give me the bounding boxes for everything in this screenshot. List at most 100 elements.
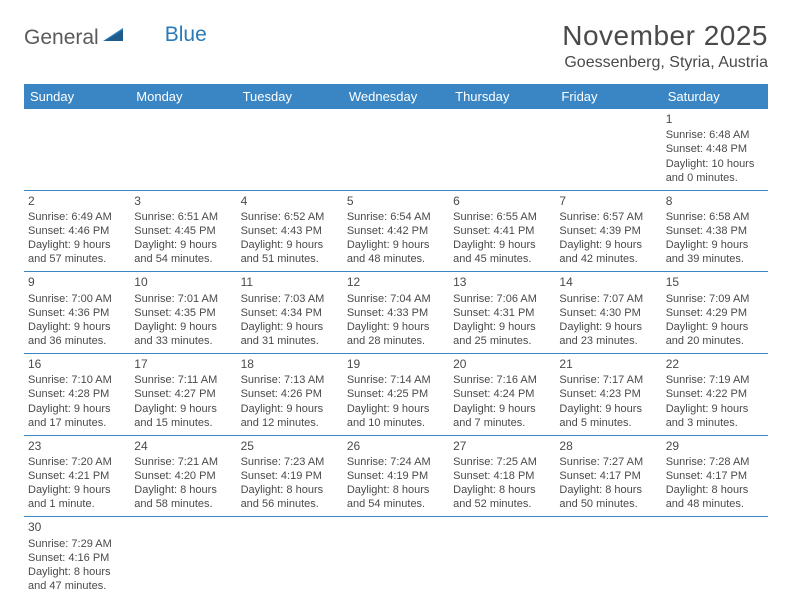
sunrise-text: Sunrise: 6:52 AM: [241, 210, 339, 224]
day-number: 26: [347, 439, 445, 454]
sunset-text: Sunset: 4:21 PM: [28, 469, 126, 483]
daylight-text: Daylight: 9 hours and 1 minute.: [28, 483, 126, 511]
calendar-cell: [343, 517, 449, 598]
sunrise-text: Sunrise: 7:27 AM: [559, 455, 657, 469]
daylight-text: Daylight: 10 hours and 0 minutes.: [666, 157, 764, 185]
daylight-text: Daylight: 9 hours and 5 minutes.: [559, 402, 657, 430]
sunset-text: Sunset: 4:39 PM: [559, 224, 657, 238]
calendar-cell: 27Sunrise: 7:25 AMSunset: 4:18 PMDayligh…: [449, 435, 555, 517]
daylight-text: Daylight: 9 hours and 54 minutes.: [134, 238, 232, 266]
calendar-cell: 19Sunrise: 7:14 AMSunset: 4:25 PMDayligh…: [343, 354, 449, 436]
sunset-text: Sunset: 4:38 PM: [666, 224, 764, 238]
sunrise-text: Sunrise: 7:29 AM: [28, 537, 126, 551]
title-block: November 2025 Goessenberg, Styria, Austr…: [562, 20, 768, 72]
calendar-cell: 2Sunrise: 6:49 AMSunset: 4:46 PMDaylight…: [24, 190, 130, 272]
calendar-table: SundayMondayTuesdayWednesdayThursdayFrid…: [24, 84, 768, 598]
daylight-text: Daylight: 9 hours and 39 minutes.: [666, 238, 764, 266]
daylight-text: Daylight: 9 hours and 23 minutes.: [559, 320, 657, 348]
calendar-cell: 15Sunrise: 7:09 AMSunset: 4:29 PMDayligh…: [662, 272, 768, 354]
day-number: 27: [453, 439, 551, 454]
day-number: 2: [28, 194, 126, 209]
calendar-cell: 13Sunrise: 7:06 AMSunset: 4:31 PMDayligh…: [449, 272, 555, 354]
sunrise-text: Sunrise: 7:24 AM: [347, 455, 445, 469]
sunset-text: Sunset: 4:42 PM: [347, 224, 445, 238]
calendar-cell: 5Sunrise: 6:54 AMSunset: 4:42 PMDaylight…: [343, 190, 449, 272]
calendar-cell: [130, 109, 236, 190]
sunrise-text: Sunrise: 7:06 AM: [453, 292, 551, 306]
day-number: 3: [134, 194, 232, 209]
day-number: 17: [134, 357, 232, 372]
daylight-text: Daylight: 9 hours and 33 minutes.: [134, 320, 232, 348]
daylight-text: Daylight: 9 hours and 15 minutes.: [134, 402, 232, 430]
sunrise-text: Sunrise: 6:51 AM: [134, 210, 232, 224]
sunset-text: Sunset: 4:33 PM: [347, 306, 445, 320]
sunrise-text: Sunrise: 7:28 AM: [666, 455, 764, 469]
sunrise-text: Sunrise: 6:49 AM: [28, 210, 126, 224]
day-number: 20: [453, 357, 551, 372]
calendar-cell: 22Sunrise: 7:19 AMSunset: 4:22 PMDayligh…: [662, 354, 768, 436]
calendar-cell: 8Sunrise: 6:58 AMSunset: 4:38 PMDaylight…: [662, 190, 768, 272]
day-number: 19: [347, 357, 445, 372]
sunrise-text: Sunrise: 6:57 AM: [559, 210, 657, 224]
sunset-text: Sunset: 4:34 PM: [241, 306, 339, 320]
calendar-row: 30Sunrise: 7:29 AMSunset: 4:16 PMDayligh…: [24, 517, 768, 598]
sunrise-text: Sunrise: 7:01 AM: [134, 292, 232, 306]
calendar-cell: [130, 517, 236, 598]
sunset-text: Sunset: 4:31 PM: [453, 306, 551, 320]
triangle-icon: [103, 26, 125, 47]
day-header: Thursday: [449, 84, 555, 109]
day-number: 14: [559, 275, 657, 290]
calendar-row: 23Sunrise: 7:20 AMSunset: 4:21 PMDayligh…: [24, 435, 768, 517]
sunrise-text: Sunrise: 7:16 AM: [453, 373, 551, 387]
calendar-cell: [662, 517, 768, 598]
day-number: 23: [28, 439, 126, 454]
day-number: 24: [134, 439, 232, 454]
sunset-text: Sunset: 4:30 PM: [559, 306, 657, 320]
sunset-text: Sunset: 4:17 PM: [559, 469, 657, 483]
day-number: 5: [347, 194, 445, 209]
day-number: 15: [666, 275, 764, 290]
calendar-row: 2Sunrise: 6:49 AMSunset: 4:46 PMDaylight…: [24, 190, 768, 272]
sunrise-text: Sunrise: 7:23 AM: [241, 455, 339, 469]
daylight-text: Daylight: 8 hours and 58 minutes.: [134, 483, 232, 511]
sunrise-text: Sunrise: 7:19 AM: [666, 373, 764, 387]
daylight-text: Daylight: 9 hours and 28 minutes.: [347, 320, 445, 348]
calendar-cell: [449, 109, 555, 190]
day-number: 21: [559, 357, 657, 372]
calendar-cell: [555, 109, 661, 190]
sunrise-text: Sunrise: 7:14 AM: [347, 373, 445, 387]
calendar-cell: 4Sunrise: 6:52 AMSunset: 4:43 PMDaylight…: [237, 190, 343, 272]
sunset-text: Sunset: 4:19 PM: [241, 469, 339, 483]
sunset-text: Sunset: 4:17 PM: [666, 469, 764, 483]
logo: General Blue: [24, 20, 207, 50]
daylight-text: Daylight: 8 hours and 48 minutes.: [666, 483, 764, 511]
calendar-cell: [237, 517, 343, 598]
sunrise-text: Sunrise: 7:25 AM: [453, 455, 551, 469]
sunset-text: Sunset: 4:26 PM: [241, 387, 339, 401]
day-number: 13: [453, 275, 551, 290]
daylight-text: Daylight: 9 hours and 10 minutes.: [347, 402, 445, 430]
calendar-cell: 16Sunrise: 7:10 AMSunset: 4:28 PMDayligh…: [24, 354, 130, 436]
sunrise-text: Sunrise: 7:21 AM: [134, 455, 232, 469]
sunset-text: Sunset: 4:22 PM: [666, 387, 764, 401]
calendar-cell: 20Sunrise: 7:16 AMSunset: 4:24 PMDayligh…: [449, 354, 555, 436]
page-title: November 2025: [562, 20, 768, 52]
sunset-text: Sunset: 4:24 PM: [453, 387, 551, 401]
calendar-cell: [555, 517, 661, 598]
calendar-cell: 25Sunrise: 7:23 AMSunset: 4:19 PMDayligh…: [237, 435, 343, 517]
sunset-text: Sunset: 4:41 PM: [453, 224, 551, 238]
day-number: 18: [241, 357, 339, 372]
calendar-cell: 9Sunrise: 7:00 AMSunset: 4:36 PMDaylight…: [24, 272, 130, 354]
daylight-text: Daylight: 9 hours and 17 minutes.: [28, 402, 126, 430]
daylight-text: Daylight: 9 hours and 12 minutes.: [241, 402, 339, 430]
calendar-cell: 1Sunrise: 6:48 AMSunset: 4:48 PMDaylight…: [662, 109, 768, 190]
sunset-text: Sunset: 4:18 PM: [453, 469, 551, 483]
calendar-row: 9Sunrise: 7:00 AMSunset: 4:36 PMDaylight…: [24, 272, 768, 354]
day-header: Monday: [130, 84, 236, 109]
sunrise-text: Sunrise: 7:00 AM: [28, 292, 126, 306]
sunset-text: Sunset: 4:20 PM: [134, 469, 232, 483]
sunset-text: Sunset: 4:48 PM: [666, 142, 764, 156]
sunset-text: Sunset: 4:16 PM: [28, 551, 126, 565]
logo-text-2: Blue: [165, 23, 207, 47]
sunrise-text: Sunrise: 7:03 AM: [241, 292, 339, 306]
